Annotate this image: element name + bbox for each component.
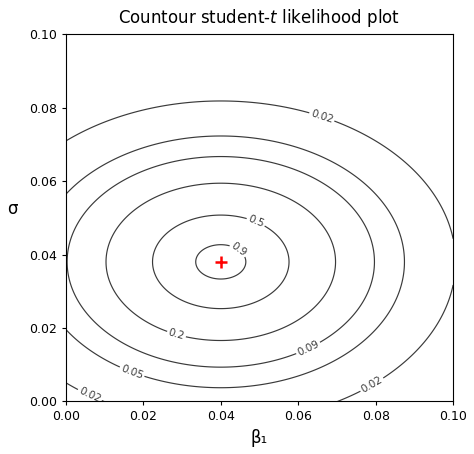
Text: 0.5: 0.5 xyxy=(246,214,265,230)
X-axis label: β₁: β₁ xyxy=(251,429,268,447)
Text: 0.02: 0.02 xyxy=(77,386,102,405)
Text: 0.05: 0.05 xyxy=(119,363,145,381)
Text: 0.2: 0.2 xyxy=(167,327,186,341)
Text: 0.09: 0.09 xyxy=(296,339,321,358)
Title: Countour student-$t$ likelihood plot: Countour student-$t$ likelihood plot xyxy=(118,7,401,29)
Text: 0.9: 0.9 xyxy=(229,241,248,259)
Y-axis label: σ: σ xyxy=(7,200,18,218)
Text: 0.02: 0.02 xyxy=(360,375,384,395)
Text: 0.02: 0.02 xyxy=(310,109,334,125)
